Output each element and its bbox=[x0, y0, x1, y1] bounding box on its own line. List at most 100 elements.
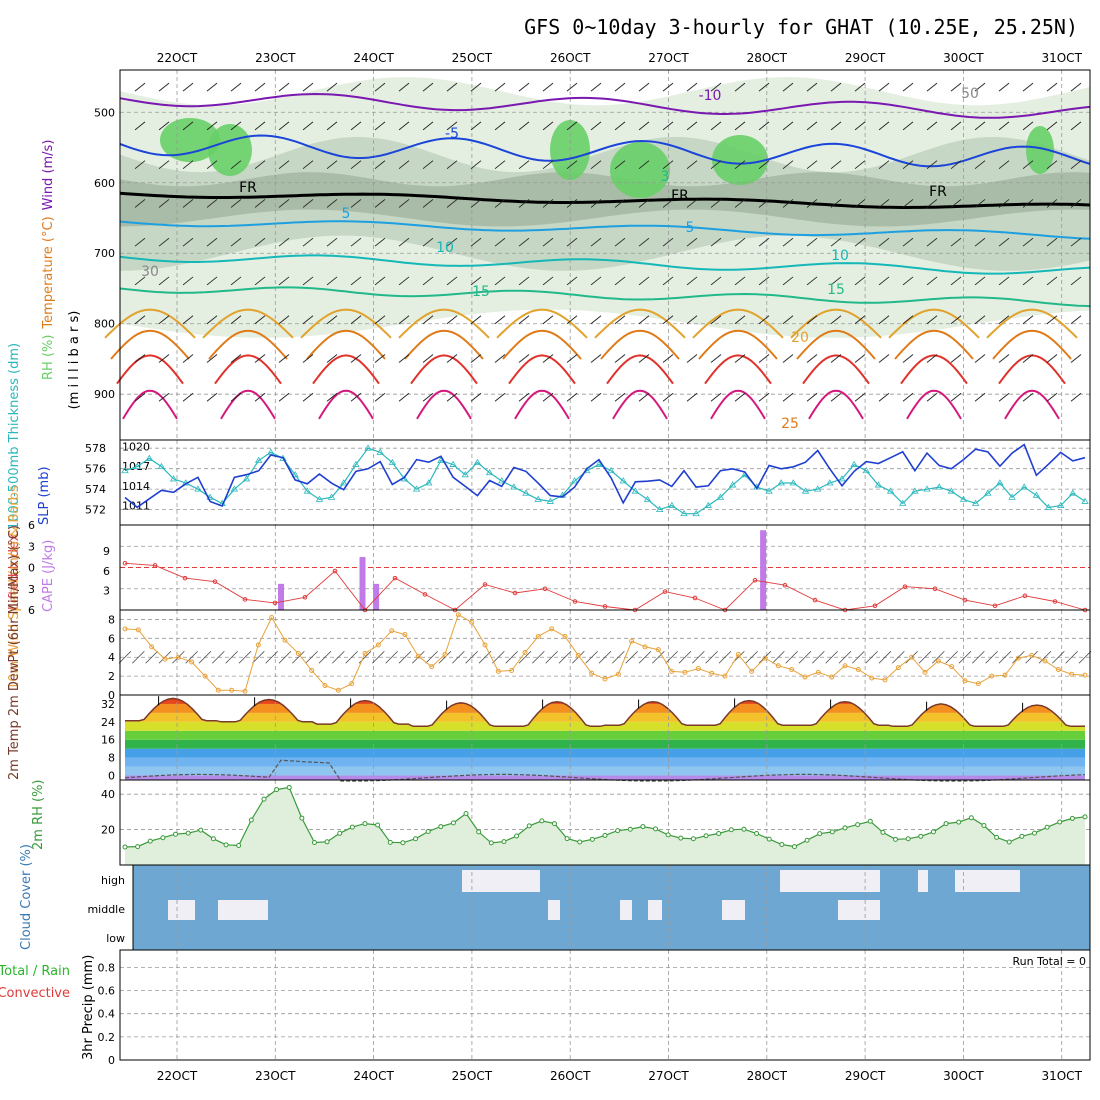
wind-speed-point bbox=[655, 647, 661, 653]
bottom-date-label: 26OCT bbox=[550, 1069, 591, 1083]
rh-2m-panel: 40 20 bbox=[101, 779, 1091, 866]
wind-speed-point bbox=[402, 632, 408, 638]
wind-barb bbox=[950, 315, 962, 325]
lifted-index-line bbox=[124, 562, 1086, 611]
wind-barb bbox=[182, 199, 194, 208]
wind-barb bbox=[350, 199, 362, 208]
thickness-point bbox=[947, 487, 956, 494]
thickness-ylabel: 1000-500mb Thickness (dm) bbox=[7, 343, 22, 530]
warm-isotherm-arc bbox=[606, 354, 674, 385]
wind-barb bbox=[566, 82, 578, 92]
upper-ylabel-part: Wind (m/s) bbox=[41, 140, 56, 211]
wind-barb bbox=[782, 121, 794, 131]
wind-speed-point bbox=[749, 668, 755, 674]
wind-barb bbox=[566, 276, 578, 286]
wind-barb bbox=[350, 160, 362, 170]
wind-barb bbox=[182, 121, 194, 131]
wind-barb bbox=[710, 82, 722, 92]
rh-point bbox=[286, 784, 292, 790]
wind-barb bbox=[662, 276, 674, 286]
wind-barb-10m bbox=[1052, 650, 1065, 664]
wind-barb bbox=[782, 82, 794, 92]
wind-barb bbox=[1022, 121, 1034, 131]
wind-speed-point bbox=[1069, 671, 1075, 677]
wind-barb-10m bbox=[492, 650, 505, 664]
wind-barb bbox=[998, 199, 1010, 208]
thickness-point bbox=[850, 460, 858, 467]
thickness-point bbox=[923, 485, 931, 492]
wind-barb-10m bbox=[132, 650, 145, 664]
wind-barb bbox=[182, 160, 194, 170]
wind-barb bbox=[902, 160, 914, 170]
wind-barb bbox=[590, 237, 602, 247]
wind-speed-point bbox=[949, 664, 955, 670]
wind-barb bbox=[470, 237, 482, 247]
rh-point bbox=[375, 822, 381, 828]
warm-isotherm-arc bbox=[600, 329, 680, 360]
wind-barb bbox=[782, 160, 794, 170]
thickness-point bbox=[291, 471, 299, 478]
wind-barb bbox=[230, 160, 242, 170]
rh-point bbox=[248, 817, 254, 823]
wind-barb bbox=[206, 392, 218, 402]
wind-barb bbox=[494, 121, 506, 131]
wind-barb-10m bbox=[745, 650, 758, 664]
rh-point bbox=[539, 818, 545, 824]
wind-barb-10m bbox=[518, 650, 532, 664]
wind-barb-10m bbox=[718, 650, 732, 664]
thickness-point bbox=[485, 468, 494, 476]
wind-speed-point bbox=[575, 652, 581, 658]
wind-barb bbox=[494, 276, 506, 286]
wind-barb bbox=[926, 315, 938, 325]
wind-barb bbox=[278, 354, 290, 363]
wind-barb bbox=[734, 276, 746, 286]
wind-barb bbox=[1022, 82, 1034, 92]
thickness-point bbox=[595, 460, 603, 467]
wind-barb-10m bbox=[318, 650, 332, 664]
rh-point bbox=[665, 832, 671, 838]
freezing-level-line bbox=[119, 191, 1091, 209]
wind-barb bbox=[686, 354, 698, 363]
warm-isotherm-arc bbox=[300, 308, 392, 339]
wind-barb bbox=[422, 121, 434, 131]
rh-point bbox=[1031, 830, 1037, 836]
wind-barb bbox=[398, 354, 410, 363]
wind-barb bbox=[278, 199, 290, 208]
wind-speed-point bbox=[775, 663, 781, 669]
wind-barb bbox=[254, 315, 266, 325]
isotherm-5 bbox=[119, 220, 1091, 240]
rh-point bbox=[261, 796, 267, 802]
warm-isotherm-arc bbox=[796, 329, 876, 360]
wind-barb bbox=[1046, 354, 1058, 363]
wind-barb-10m bbox=[145, 650, 158, 664]
wind-barb bbox=[158, 354, 170, 363]
wind-barb bbox=[134, 354, 146, 363]
wind-barb bbox=[974, 315, 986, 325]
contour-label: FR bbox=[239, 180, 257, 196]
wind-barb bbox=[518, 82, 530, 92]
wind-barb bbox=[662, 315, 674, 325]
wind-barb bbox=[230, 354, 242, 363]
rh-point bbox=[690, 836, 696, 842]
wind-speed-point bbox=[869, 675, 875, 681]
wind-barb bbox=[950, 82, 962, 92]
warm-isotherm-arc bbox=[496, 308, 588, 339]
wind-barb bbox=[854, 392, 866, 402]
wind-barb-10m bbox=[838, 650, 852, 664]
thickness-point bbox=[984, 489, 992, 496]
wind-barb bbox=[830, 160, 842, 170]
wind-barb bbox=[518, 160, 530, 170]
wind-speed-point bbox=[375, 642, 381, 648]
thickness-point bbox=[376, 448, 384, 455]
warm-isotherm-arc bbox=[992, 329, 1072, 360]
wind-barb bbox=[374, 354, 386, 363]
wind-barb-10m bbox=[452, 650, 465, 664]
rh-point bbox=[463, 810, 469, 816]
wind-barb bbox=[398, 237, 410, 247]
lifted-index-point bbox=[482, 582, 488, 587]
wind-barb-10m bbox=[532, 650, 545, 664]
wind-barb bbox=[854, 237, 866, 247]
contour-label: 10 bbox=[831, 248, 849, 264]
slp-series-line bbox=[124, 443, 1086, 509]
wind-barb bbox=[830, 392, 842, 402]
